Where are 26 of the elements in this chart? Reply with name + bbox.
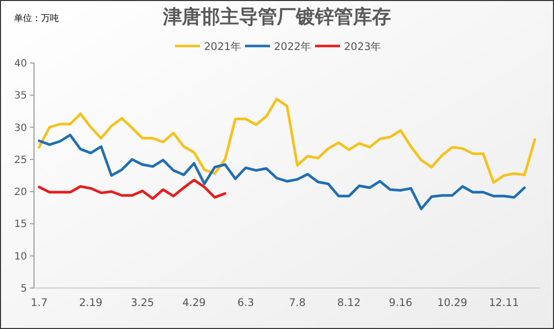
chart-title: 津唐邯主导管厂镀锌管库存 <box>162 6 391 28</box>
y-tick-label: 5 <box>20 284 27 294</box>
x-tick-label: 6.3 <box>237 297 254 309</box>
x-tick-label: 12.11 <box>488 297 519 309</box>
x-tick-label: 7.8 <box>288 297 306 309</box>
y-tick-label: 10 <box>14 251 27 262</box>
x-tick-label: 4.29 <box>182 297 206 309</box>
y-tick-label: 25 <box>14 154 27 166</box>
y-tick-label: 35 <box>14 90 27 102</box>
x-tick-label: 10.29 <box>437 297 468 309</box>
y-tick-label: 15 <box>14 219 27 230</box>
y-tick-label: 30 <box>14 122 27 134</box>
line-series <box>38 98 536 184</box>
x-tick-label: 1.7 <box>30 297 48 309</box>
x-tick-label: 8.12 <box>337 297 361 309</box>
y-axis-title: 单位：万吨 <box>14 13 59 24</box>
legend-label: 2022年 <box>274 41 312 53</box>
legend-label: 2021年 <box>204 41 242 53</box>
line-series <box>38 134 526 210</box>
y-tick-label: 20 <box>14 187 27 198</box>
y-tick-label: 40 <box>14 58 27 70</box>
x-tick-label: 3.25 <box>130 297 154 309</box>
x-tick-label: 2.19 <box>79 297 102 309</box>
line-series <box>38 178 226 200</box>
x-tick-label: 9.16 <box>388 297 413 309</box>
legend-label: 2023年 <box>344 41 382 53</box>
